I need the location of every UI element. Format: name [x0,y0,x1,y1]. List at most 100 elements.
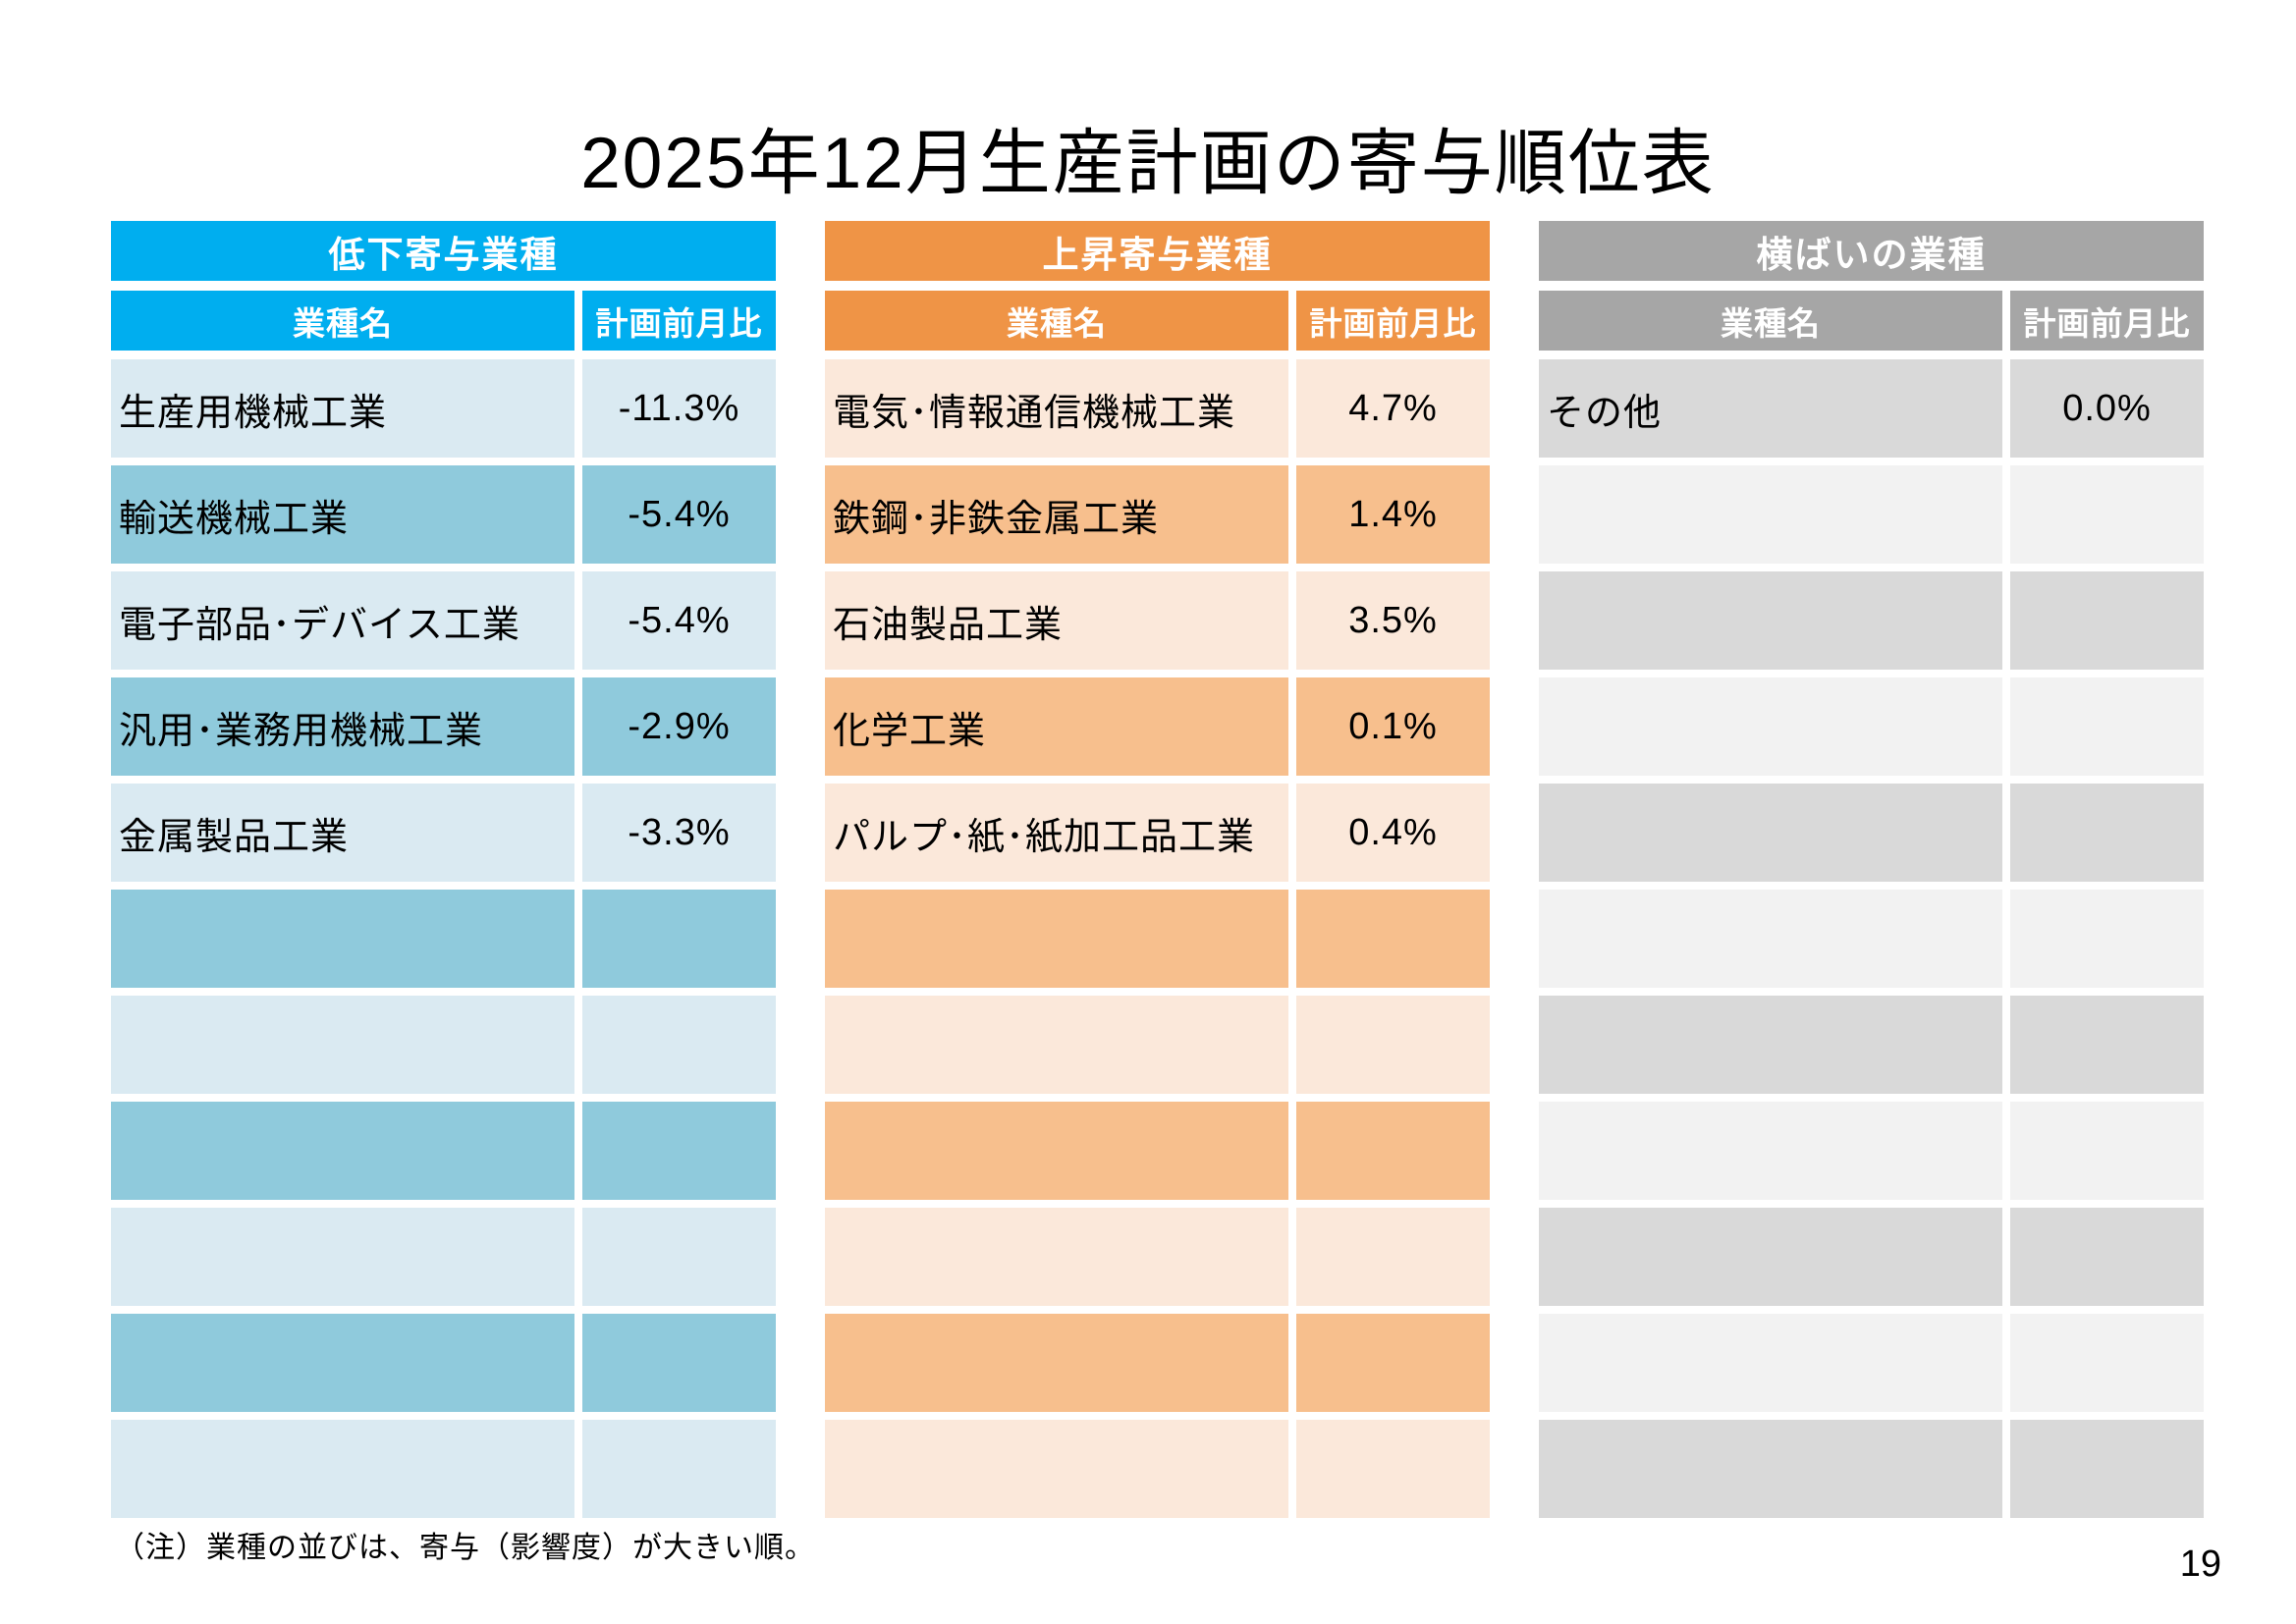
industry-name-cell [825,1314,1288,1412]
industry-name-cell: 輸送機械工業 [111,465,574,564]
industry-name-cell [111,1208,574,1306]
value-cell [582,890,776,988]
value-cell [2010,1102,2204,1200]
industry-name-cell [111,890,574,988]
value-cell [2010,1420,2204,1518]
flat-table-rows: その他 0.0% [1539,359,2204,1518]
industry-name-cell: 化学工業 [825,677,1288,776]
industry-name-cell [1539,1208,2002,1306]
industry-name-column-header: 業種名 [825,291,1288,351]
table-row [111,890,776,988]
page-title: 2025年12月生産計画の寄与順位表 [580,123,1716,203]
value-cell: 0.4% [1296,784,1490,882]
rise-column-header-row: 業種名 計画前月比 [825,291,1490,351]
value-cell [1296,1102,1490,1200]
value-cell [1296,1208,1490,1306]
table-row [1539,1314,2204,1412]
table-row [825,1314,1490,1412]
flat-column-header-row: 業種名 計画前月比 [1539,291,2204,351]
flat-table-header: 横ばいの業種 [1539,221,2204,281]
value-cell [2010,677,2204,776]
table-row [825,1208,1490,1306]
value-cell [2010,465,2204,564]
value-cell: 0.0% [2010,359,2204,458]
rise-table-rows: 電気･情報通信機械工業 4.7% 鉄鋼･非鉄金属工業 1.4% 石油製品工業 3.5% 化学… [825,359,1490,1518]
table-row: その他 0.0% [1539,359,2204,458]
page-number: 19 [2179,1543,2221,1585]
value-cell [1296,996,1490,1094]
industry-name-cell [111,1314,574,1412]
decline-table-rows: 生産用機械工業 -11.3% 輸送機械工業 -5.4% 電子部品･デバイス工業 -5.4%… [111,359,776,1518]
flat-industries-table: 横ばいの業種 業種名 計画前月比 その他 0.0% [1539,221,2204,1518]
table-row [111,1102,776,1200]
industry-name-cell [1539,677,2002,776]
table-row: 化学工業 0.1% [825,677,1490,776]
value-cell: 0.1% [1296,677,1490,776]
table-row [1539,571,2204,670]
table-row [1539,465,2204,564]
table-row [1539,996,2204,1094]
table-row [1539,1208,2204,1306]
value-cell [2010,1314,2204,1412]
table-row [1539,1420,2204,1518]
table-row: 電気･情報通信機械工業 4.7% [825,359,1490,458]
table-row [1539,1102,2204,1200]
value-cell [1296,890,1490,988]
table-row [111,1314,776,1412]
value-cell: -11.3% [582,359,776,458]
table-row: 鉄鋼･非鉄金属工業 1.4% [825,465,1490,564]
plan-mom-ratio-column-header: 計画前月比 [1296,291,1490,351]
plan-mom-ratio-column-header: 計画前月比 [582,291,776,351]
table-row: パルプ･紙･紙加工品工業 0.4% [825,784,1490,882]
table-row [111,996,776,1094]
industry-name-cell: その他 [1539,359,2002,458]
value-cell: 1.4% [1296,465,1490,564]
decline-column-header-row: 業種名 計画前月比 [111,291,776,351]
industry-name-cell [1539,571,2002,670]
industry-name-cell: 鉄鋼･非鉄金属工業 [825,465,1288,564]
rise-contribution-table: 上昇寄与業種 業種名 計画前月比 電気･情報通信機械工業 4.7% 鉄鋼･非鉄金属工… [825,221,1490,1518]
industry-name-cell [111,1420,574,1518]
table-row [1539,784,2204,882]
value-cell [582,996,776,1094]
table-row: 汎用･業務用機械工業 -2.9% [111,677,776,776]
table-row [825,1420,1490,1518]
industry-name-cell [1539,465,2002,564]
value-cell [582,1420,776,1518]
table-row: 金属製品工業 -3.3% [111,784,776,882]
industry-name-cell: 汎用･業務用機械工業 [111,677,574,776]
industry-name-cell: 電気･情報通信機械工業 [825,359,1288,458]
rise-table-header: 上昇寄与業種 [825,221,1490,281]
industry-name-cell: 電子部品･デバイス工業 [111,571,574,670]
value-cell: 3.5% [1296,571,1490,670]
value-cell: -5.4% [582,571,776,670]
value-cell [2010,784,2204,882]
table-row: 電子部品･デバイス工業 -5.4% [111,571,776,670]
industry-name-cell [825,890,1288,988]
value-cell [1296,1420,1490,1518]
industry-name-cell [1539,1314,2002,1412]
value-cell [2010,996,2204,1094]
industry-name-cell [111,1102,574,1200]
table-row: 石油製品工業 3.5% [825,571,1490,670]
table-row [111,1208,776,1306]
industry-name-cell [1539,1102,2002,1200]
decline-table-header: 低下寄与業種 [111,221,776,281]
decline-contribution-table: 低下寄与業種 業種名 計画前月比 生産用機械工業 -11.3% 輸送機械工業 -5.4… [111,221,776,1518]
industry-name-cell [1539,996,2002,1094]
value-cell: 4.7% [1296,359,1490,458]
value-cell [2010,1208,2204,1306]
industry-name-cell [825,996,1288,1094]
table-row: 輸送機械工業 -5.4% [111,465,776,564]
industry-name-cell [111,996,574,1094]
value-cell [582,1102,776,1200]
tables-container: 低下寄与業種 業種名 計画前月比 生産用機械工業 -11.3% 輸送機械工業 -5.4… [111,221,2204,1518]
value-cell [582,1208,776,1306]
industry-name-cell [825,1420,1288,1518]
industry-name-cell [825,1208,1288,1306]
value-cell [1296,1314,1490,1412]
industry-name-cell: パルプ･紙･紙加工品工業 [825,784,1288,882]
table-row [825,996,1490,1094]
industry-name-column-header: 業種名 [111,291,574,351]
industry-name-cell [1539,890,2002,988]
